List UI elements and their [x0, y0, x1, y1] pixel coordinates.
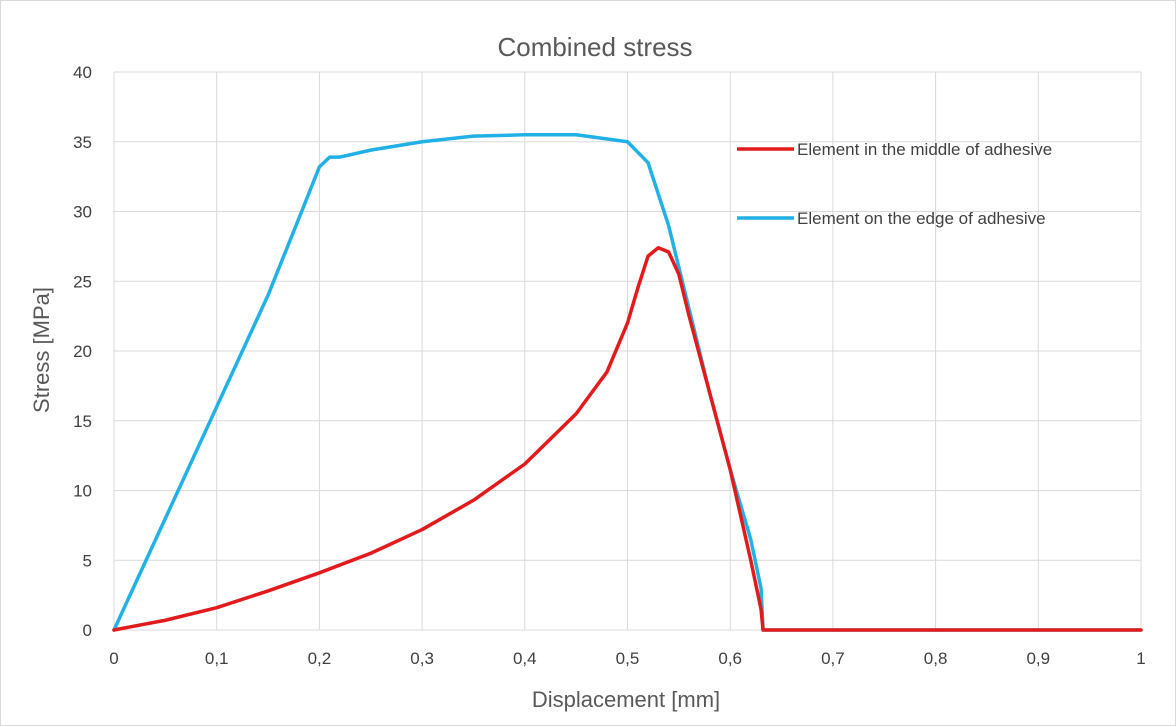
- chart-title: Combined stress: [497, 32, 692, 62]
- x-tick-label: 1: [1136, 649, 1145, 668]
- x-tick-label: 0,1: [205, 649, 229, 668]
- y-tick-label: 15: [73, 412, 92, 431]
- x-tick-label: 0,2: [308, 649, 332, 668]
- series-line-0: [112, 246, 1143, 632]
- x-tick-label: 0,8: [924, 649, 948, 668]
- series-lines: [112, 133, 1143, 632]
- y-tick-label: 30: [73, 203, 92, 222]
- legend: Element in the middle of adhesive Element…: [737, 140, 1052, 228]
- y-tick-label: 5: [83, 551, 92, 570]
- x-tick-label: 0,7: [821, 649, 845, 668]
- y-tick-label: 0: [83, 621, 92, 640]
- x-tick-label: 0,6: [718, 649, 742, 668]
- x-axis-title: Displacement [mm]: [532, 687, 720, 712]
- y-tick-label: 10: [73, 482, 92, 501]
- y-tick-labels: 0 5 10 15 20 25 30 35 40: [73, 63, 92, 640]
- x-tick-label: 0,5: [616, 649, 640, 668]
- x-tick-labels: 0 0,1 0,2 0,3 0,4 0,5 0,6 0,7 0,8 0,9 1: [109, 649, 1145, 668]
- legend-label-0: Element in the middle of adhesive: [797, 140, 1052, 159]
- y-tick-label: 20: [73, 342, 92, 361]
- y-tick-label: 35: [73, 133, 92, 152]
- y-tick-label: 25: [73, 272, 92, 291]
- y-axis-title: Stress [MPa]: [29, 287, 54, 413]
- y-tick-label: 40: [73, 63, 92, 82]
- x-tick-label: 0: [109, 649, 118, 668]
- x-tick-label: 0,3: [410, 649, 434, 668]
- x-tick-label: 0,9: [1026, 649, 1050, 668]
- legend-label-1: Element on the edge of adhesive: [797, 209, 1046, 228]
- x-tick-label: 0,4: [513, 649, 537, 668]
